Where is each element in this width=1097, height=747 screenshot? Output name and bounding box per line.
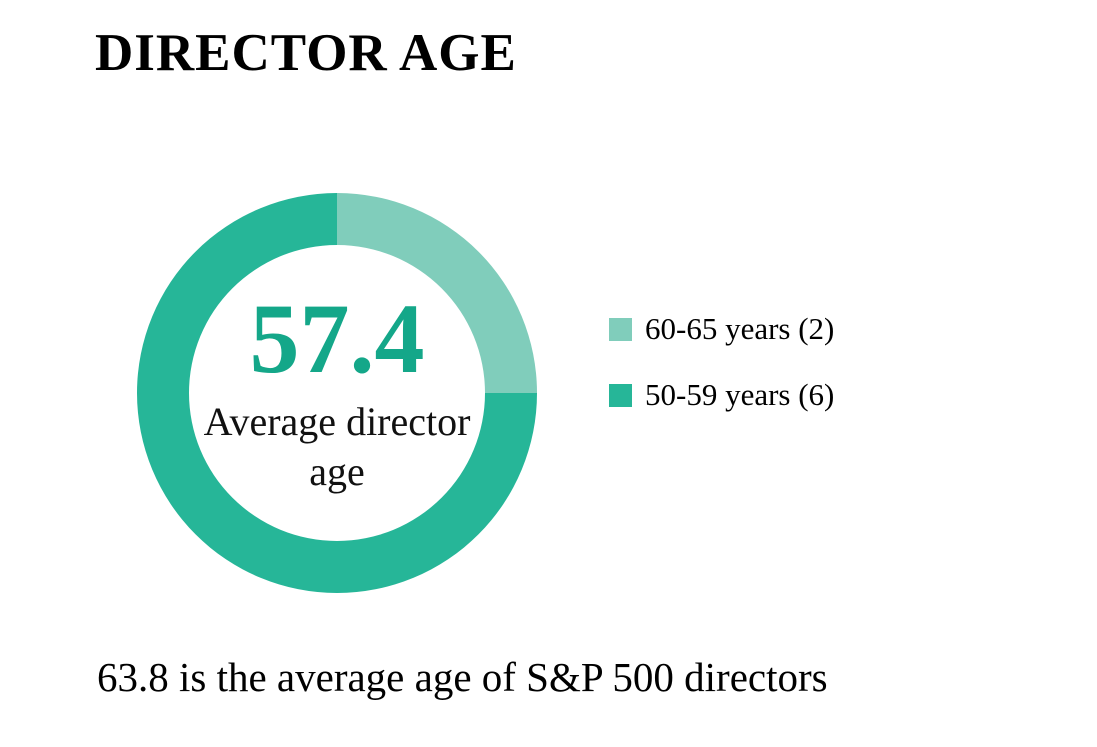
footnote: 63.8 is the average age of S&P 500 direc… [97,654,828,700]
legend-swatch-50-59 [609,383,632,407]
legend: 60-65 years (2) 50-59 years (6) [609,310,834,414]
donut-chart: 57.4 Average director age [137,193,537,593]
chart-title: DIRECTOR AGE [95,24,517,82]
legend-item-50-59: 50-59 years (6) [609,376,834,414]
legend-label-60-65: 60-65 years (2) [645,311,835,346]
legend-swatch-60-65 [609,317,632,341]
legend-label-50-59: 50-59 years (6) [645,377,835,412]
donut-svg [137,193,537,593]
legend-item-60-65: 60-65 years (2) [609,310,834,348]
donut-slice-60-65-years [337,193,537,393]
